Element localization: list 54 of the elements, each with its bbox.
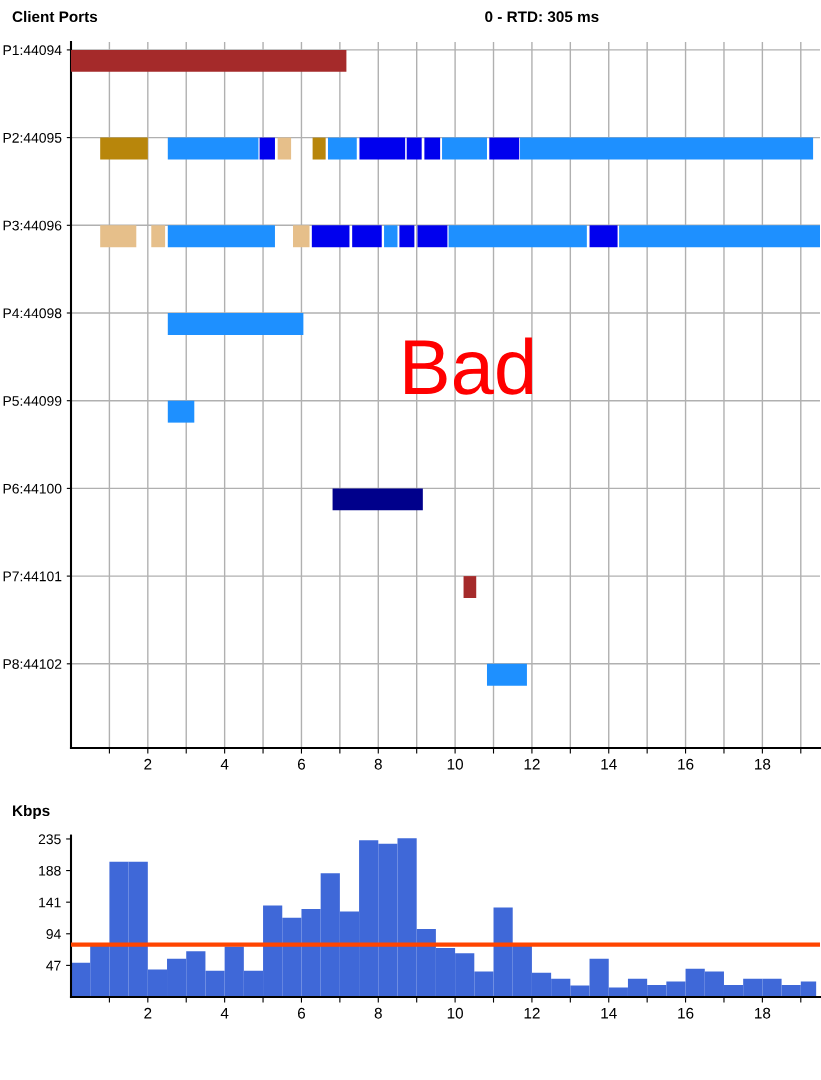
y-tick-label: P1:44094 <box>3 45 62 56</box>
y-tick-label: 94 <box>46 929 61 939</box>
x-tick-label: 12 <box>524 1007 540 1019</box>
x-tick-label: 14 <box>601 1007 617 1019</box>
x-tick-label: 2 <box>144 1007 152 1019</box>
bar <box>424 137 441 160</box>
bar <box>167 400 195 423</box>
x-tick-label: 4 <box>220 758 229 770</box>
y-tick-label: P8:44102 <box>3 659 62 669</box>
bar <box>448 225 587 248</box>
x-tick-label: 6 <box>297 758 306 770</box>
y-tick-label: 188 <box>39 865 61 876</box>
y-tick-label: P6:44100 <box>3 483 62 494</box>
x-tick-label: 2 <box>144 758 152 770</box>
bar <box>619 225 820 248</box>
chart-title: 0 - RTD: 305 ms <box>485 11 599 23</box>
x-tick-label: 12 <box>524 758 540 770</box>
bar <box>293 225 310 248</box>
annotation: Bad <box>405 337 533 395</box>
bar <box>406 137 422 160</box>
y-axis-title: Client Ports <box>12 10 98 23</box>
x-tick-label: 18 <box>755 1007 771 1019</box>
x-tick-label: 8 <box>374 1007 382 1019</box>
bar <box>417 225 448 248</box>
bar <box>167 313 304 335</box>
y-tick-label: 47 <box>46 960 61 971</box>
x-tick-label: 16 <box>678 1007 694 1019</box>
bar <box>277 137 292 160</box>
x-tick-label: 8 <box>374 758 382 770</box>
x-tick-label: 6 <box>297 1007 306 1019</box>
bar <box>486 663 527 686</box>
y-tick-label: P4:44098 <box>3 308 62 319</box>
bar <box>312 137 326 160</box>
bar <box>489 137 520 160</box>
bar <box>589 225 618 248</box>
bar <box>399 225 415 248</box>
x-tick-label: 10 <box>447 1007 463 1019</box>
y-axis-title: Kbps <box>13 804 50 820</box>
y-tick-label: P7:44101 <box>3 571 62 582</box>
bar <box>463 576 477 599</box>
x-tick-label: 16 <box>678 758 694 770</box>
y-tick-label: P3:44096 <box>3 220 62 231</box>
bar <box>71 49 347 72</box>
y-tick-label: P2:44095 <box>3 132 62 143</box>
x-tick-label: 14 <box>601 758 617 770</box>
x-tick-label: 18 <box>755 758 771 770</box>
y-tick-label: P5:44099 <box>3 396 62 406</box>
y-tick-label: 141 <box>39 897 61 908</box>
x-tick-label: 10 <box>447 758 463 770</box>
bar <box>442 137 487 160</box>
bar <box>332 488 423 511</box>
y-tick-label: 235 <box>38 834 61 845</box>
x-tick-label: 4 <box>220 1007 229 1019</box>
bar <box>520 137 814 160</box>
